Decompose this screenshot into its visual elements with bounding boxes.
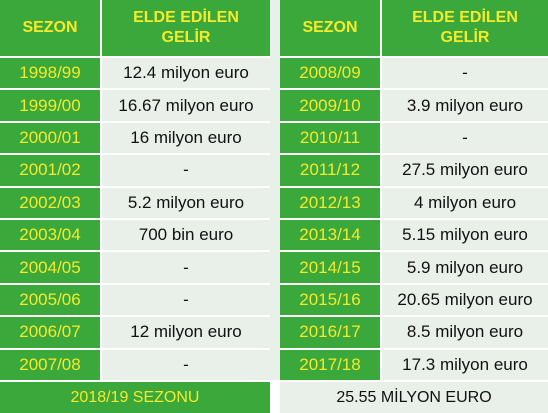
table-row: 2007/08- xyxy=(0,347,270,380)
season-cell: 2007/08 xyxy=(0,347,100,380)
table-row: 2011/12 27.5 milyon euro xyxy=(280,153,548,186)
income-cell: 27.5 milyon euro xyxy=(380,153,548,186)
footer-row: 2018/19 SEZONU 25.55 MİLYON EURO xyxy=(0,382,548,413)
season-cell: 2003/04 xyxy=(0,217,100,251)
income-cell: 5.9 milyon euro xyxy=(380,250,548,283)
header-income: ELDE EDİLEN GELİR xyxy=(100,0,270,56)
table-left-half: SEZON ELDE EDİLEN GELİR 1998/99 12.4 mily… xyxy=(0,0,270,380)
income-cell: - xyxy=(100,282,270,316)
income-cell: - xyxy=(380,120,548,154)
income-cell: 16 milyon euro xyxy=(100,120,270,154)
header-season: SEZON xyxy=(280,0,380,56)
table-row: 2013/14 5.15 milyon euro xyxy=(280,217,548,251)
season-cell: 2011/12 xyxy=(280,153,380,186)
table-row: 2014/15 5.9 milyon euro xyxy=(280,250,548,283)
table-row: 2005/06- xyxy=(0,282,270,316)
season-cell: 2004/05 xyxy=(0,250,100,283)
table-row: 1998/99 12.4 milyon euro xyxy=(0,56,270,89)
season-cell: 2001/02 xyxy=(0,153,100,186)
header-season: SEZON xyxy=(0,0,100,56)
income-cell: 4 milyon euro xyxy=(380,185,548,218)
table-header: SEZON ELDE EDİLEN GELİR xyxy=(280,0,548,56)
season-cell: 1998/99 xyxy=(0,56,100,89)
income-cell: - xyxy=(100,347,270,380)
season-cell: 2005/06 xyxy=(0,282,100,316)
income-cell: - xyxy=(100,153,270,186)
season-cell: 2009/10 xyxy=(280,88,380,121)
table-body-left: 1998/99 12.4 milyon euro 1999/00 16.67 mily… xyxy=(0,56,270,380)
season-cell: 2016/17 xyxy=(280,315,380,348)
income-cell: 5.2 milyon euro xyxy=(100,185,270,218)
income-cell: 12 milyon euro xyxy=(100,315,270,348)
footer-gap xyxy=(270,382,280,413)
footer-income-value: 25.55 MİLYON EURO xyxy=(280,382,548,413)
season-cell: 1999/00 xyxy=(0,88,100,121)
income-cell: 17.3 milyon euro xyxy=(380,347,548,380)
table-row: 2003/04 700 bin euro xyxy=(0,217,270,251)
season-cell: 2013/14 xyxy=(280,217,380,251)
income-cell: 20.65 milyon euro xyxy=(380,282,548,316)
table-row: 2001/02- xyxy=(0,153,270,186)
table-row: 2016/17 8.5 milyon euro xyxy=(280,315,548,348)
income-cell: - xyxy=(380,56,548,89)
footer-season-label: 2018/19 SEZONU xyxy=(0,382,270,413)
season-cell: 2010/11 xyxy=(280,120,380,154)
table-row: 1999/00 16.67 milyon euro xyxy=(0,88,270,121)
table-body-right: 2008/09-2009/10 3.9 milyon euro 2010/11-20… xyxy=(280,56,548,380)
table-row: 2010/11- xyxy=(280,120,548,154)
income-cell: - xyxy=(100,250,270,283)
income-cell: 3.9 milyon euro xyxy=(380,88,548,121)
income-cell: 12.4 milyon euro xyxy=(100,56,270,89)
season-cell: 2014/15 xyxy=(280,250,380,283)
column-divider xyxy=(270,0,280,380)
income-cell: 16.67 milyon euro xyxy=(100,88,270,121)
income-cell: 8.5 milyon euro xyxy=(380,315,548,348)
season-cell: 2017/18 xyxy=(280,347,380,380)
table-row: 2000/01 16 milyon euro xyxy=(0,120,270,154)
season-cell: 2015/16 xyxy=(280,282,380,316)
table-header: SEZON ELDE EDİLEN GELİR xyxy=(0,0,270,56)
table-row: 2017/18 17.3 milyon euro xyxy=(280,347,548,380)
season-cell: 2006/07 xyxy=(0,315,100,348)
table-row: 2015/16 20.65 milyon euro xyxy=(280,282,548,316)
table-row: 2008/09- xyxy=(280,56,548,89)
income-cell: 700 bin euro xyxy=(100,217,270,251)
table-row: 2006/07 12 milyon euro xyxy=(0,315,270,348)
table-row: 2009/10 3.9 milyon euro xyxy=(280,88,548,121)
income-cell: 5.15 milyon euro xyxy=(380,217,548,251)
season-cell: 2008/09 xyxy=(280,56,380,89)
table-row: 2004/05- xyxy=(0,250,270,283)
table-row: 2012/13 4 milyon euro xyxy=(280,185,548,218)
season-cell: 2000/01 xyxy=(0,120,100,154)
header-income: ELDE EDİLEN GELİR xyxy=(380,0,548,56)
season-cell: 2012/13 xyxy=(280,185,380,218)
table-row: 2002/03 5.2 milyon euro xyxy=(0,185,270,218)
season-cell: 2002/03 xyxy=(0,185,100,218)
table-right-half: SEZON ELDE EDİLEN GELİR 2008/09-2009/10 3… xyxy=(280,0,548,380)
